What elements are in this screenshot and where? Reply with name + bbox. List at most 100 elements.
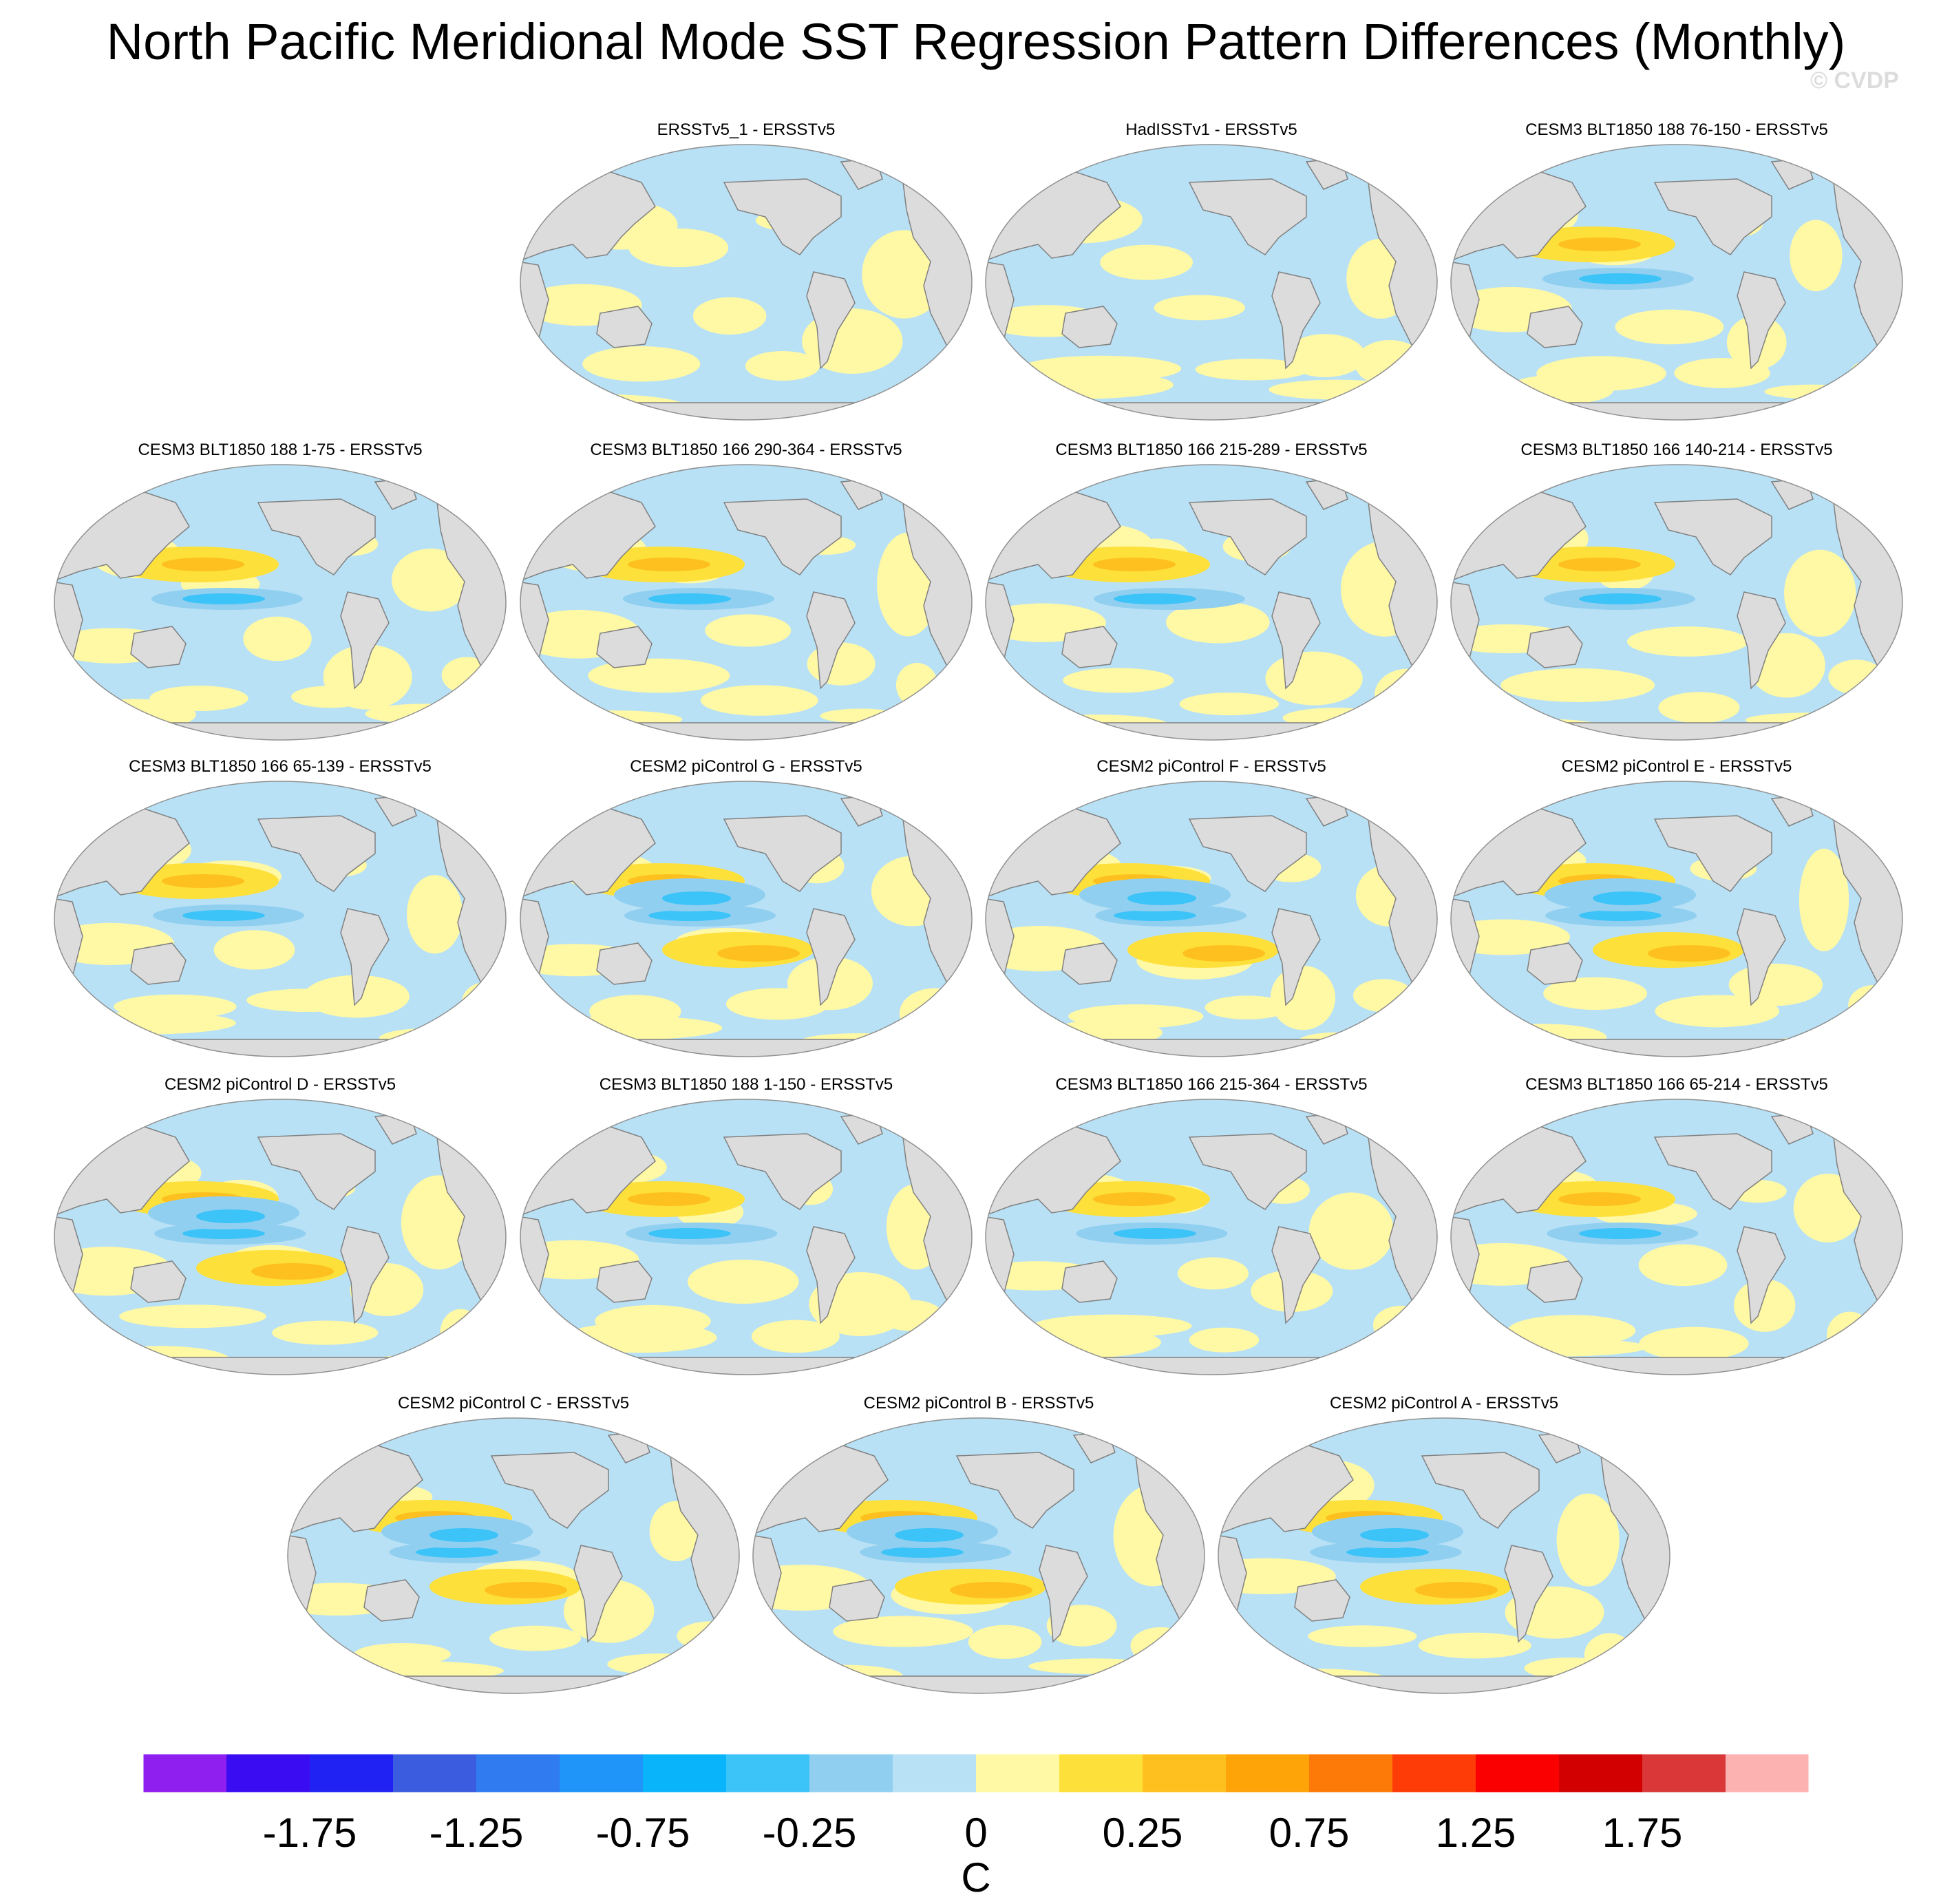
sst-anomaly-patch bbox=[440, 1309, 482, 1357]
sst-anomaly-patch bbox=[1579, 1228, 1662, 1239]
sst-anomaly-patch bbox=[745, 351, 820, 381]
map-panel: ERSSTv5_1 - ERSSTv5 bbox=[518, 120, 975, 423]
colorbar-segment bbox=[1309, 1754, 1393, 1792]
land-mask bbox=[806, 908, 856, 1006]
panel-title: CESM2 piControl F - ERSSTv5 bbox=[1096, 757, 1326, 776]
global-sst-map bbox=[985, 464, 1438, 741]
land-mask bbox=[1271, 591, 1321, 690]
global-sst-map bbox=[520, 781, 973, 1057]
global-sst-map bbox=[752, 1417, 1205, 1694]
colorbar-segment bbox=[393, 1754, 477, 1792]
panel-title: CESM2 piControl C - ERSSTv5 bbox=[397, 1394, 630, 1413]
map-panel: CESM3 BLT1850 166 215-364 - ERSSTv5 bbox=[983, 1075, 1440, 1378]
sst-anomaly-patch bbox=[489, 1625, 582, 1651]
sst-anomaly-patch bbox=[1579, 910, 1662, 921]
sst-anomaly-patch bbox=[1308, 1192, 1394, 1270]
sst-anomaly-patch bbox=[1127, 891, 1196, 905]
panel-title: CESM3 BLT1850 166 65-214 - ERSSTv5 bbox=[1525, 1075, 1828, 1094]
sst-anomaly-patch bbox=[700, 685, 818, 716]
land-mask bbox=[1294, 1579, 1350, 1622]
sst-anomaly-patch bbox=[162, 558, 244, 571]
sst-anomaly-patch bbox=[1375, 668, 1437, 721]
panel-title: CESM3 BLT1850 188 1-75 - ERSSTv5 bbox=[138, 441, 423, 459]
sst-anomaly-patch bbox=[628, 228, 729, 268]
land-mask bbox=[1653, 1133, 1772, 1210]
panel-title: CESM2 piControl D - ERSSTv5 bbox=[164, 1075, 396, 1094]
sst-anomaly-patch bbox=[1579, 593, 1662, 604]
sst-anomaly-patch bbox=[1674, 358, 1770, 388]
sst-anomaly-patch bbox=[1114, 593, 1196, 604]
global-sst-map bbox=[1450, 781, 1903, 1057]
map-border bbox=[520, 144, 973, 421]
land-mask bbox=[130, 626, 187, 668]
sst-anomaly-patch bbox=[1093, 1192, 1176, 1206]
colorbar-unit-label: C bbox=[961, 1854, 990, 1901]
sst-anomaly-patch bbox=[1130, 1627, 1191, 1664]
global-sst-map bbox=[54, 464, 507, 741]
colorbar-segment bbox=[893, 1754, 977, 1792]
land-mask bbox=[1737, 591, 1786, 690]
colorbar-segment bbox=[143, 1754, 227, 1792]
sst-anomaly-patch bbox=[1500, 668, 1655, 702]
sst-anomaly-patch bbox=[1415, 1582, 1498, 1598]
land-mask bbox=[363, 1579, 420, 1622]
global-sst-map bbox=[985, 144, 1438, 421]
sst-anomaly-patch bbox=[406, 875, 463, 954]
sst-anomaly-patch bbox=[1584, 1633, 1635, 1678]
land-mask bbox=[1653, 498, 1772, 575]
sst-anomaly-patch bbox=[717, 945, 800, 962]
land-mask bbox=[806, 271, 856, 370]
global-sst-map bbox=[1450, 464, 1903, 741]
map-border bbox=[985, 1099, 1438, 1375]
land-mask bbox=[1653, 178, 1772, 255]
land-mask bbox=[723, 498, 842, 575]
sst-anomaly-patch bbox=[895, 663, 938, 708]
sst-anomaly-patch bbox=[1790, 220, 1843, 292]
map-border bbox=[1450, 781, 1903, 1057]
map-panel: CESM3 BLT1850 166 65-139 - ERSSTv5 bbox=[52, 757, 509, 1060]
sst-anomaly-patch bbox=[950, 1582, 1032, 1598]
sst-anomaly-patch bbox=[213, 930, 295, 970]
colorbar-segment bbox=[976, 1754, 1060, 1792]
sst-anomaly-patch bbox=[1346, 1547, 1429, 1558]
land-mask bbox=[1188, 178, 1307, 255]
sst-anomaly-patch bbox=[1784, 549, 1856, 637]
colorbar-segment bbox=[1726, 1754, 1810, 1792]
land-mask bbox=[1188, 1133, 1307, 1210]
sst-anomaly-patch bbox=[1615, 309, 1724, 345]
sst-anomaly-patch bbox=[1764, 384, 1859, 399]
sst-anomaly-patch bbox=[182, 910, 265, 921]
sst-anomaly-patch bbox=[968, 1625, 1042, 1659]
colorbar-segment bbox=[226, 1754, 310, 1792]
land-mask bbox=[1271, 908, 1321, 1006]
sst-anomaly-patch bbox=[354, 1642, 452, 1666]
panel-title: CESM3 BLT1850 188 76-150 - ERSSTv5 bbox=[1525, 120, 1828, 139]
map-panel: CESM2 piControl G - ERSSTv5 bbox=[518, 757, 975, 1060]
map-panel: CESM3 BLT1850 166 65-214 - ERSSTv5 bbox=[1448, 1075, 1905, 1378]
colorbar-segment bbox=[1392, 1754, 1476, 1792]
sst-anomaly-patch bbox=[1355, 340, 1425, 387]
colorbar-segment bbox=[1059, 1754, 1143, 1792]
panel-title: CESM2 piControl G - ERSSTv5 bbox=[630, 757, 862, 776]
sst-anomaly-patch bbox=[1269, 379, 1403, 400]
sst-anomaly-patch bbox=[1189, 1327, 1260, 1353]
global-sst-map bbox=[287, 1417, 740, 1694]
sst-anomaly-patch bbox=[785, 1664, 903, 1686]
sst-anomaly-patch bbox=[917, 361, 964, 401]
global-sst-map bbox=[1218, 1417, 1670, 1694]
map-panel: HadISSTv1 - ERSSTv5 bbox=[983, 120, 1440, 423]
map-panel: CESM3 BLT1850 166 140-214 - ERSSTv5 bbox=[1448, 441, 1905, 743]
panel-title: ERSSTv5_1 - ERSSTv5 bbox=[657, 120, 836, 139]
sst-anomaly-patch bbox=[182, 593, 265, 604]
sst-anomaly-patch bbox=[272, 1320, 379, 1345]
colorbar-segment bbox=[1143, 1754, 1227, 1792]
land-mask bbox=[1271, 271, 1321, 370]
sst-anomaly-patch bbox=[1558, 237, 1641, 251]
land-mask bbox=[257, 815, 376, 892]
map-border bbox=[1450, 464, 1903, 741]
map-panel: CESM3 BLT1850 166 215-289 - ERSSTv5 bbox=[983, 441, 1440, 743]
global-sst-map bbox=[54, 1099, 507, 1375]
sst-anomaly-patch bbox=[246, 988, 368, 1013]
colorbar-segment bbox=[643, 1754, 727, 1792]
sst-anomaly-patch bbox=[1177, 1257, 1249, 1290]
